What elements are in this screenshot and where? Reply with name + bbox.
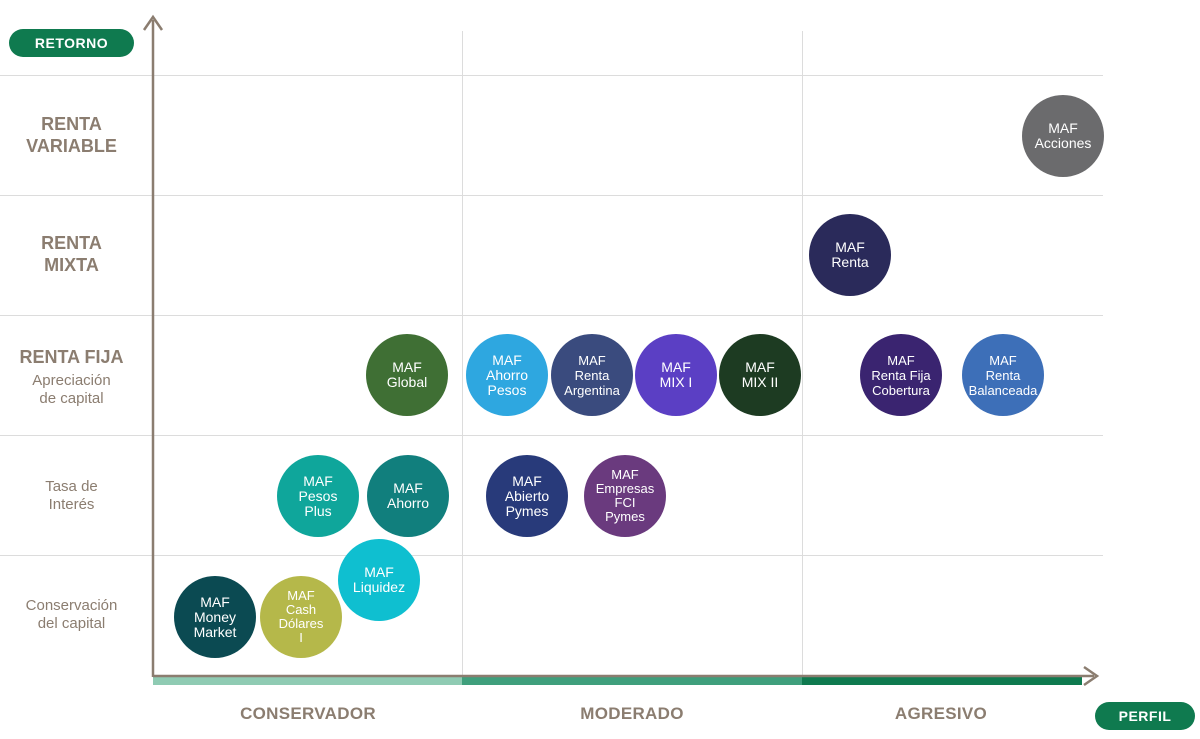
column-divider bbox=[462, 31, 463, 676]
profile-bar-conservador bbox=[153, 677, 462, 685]
perfil-axis-label: PERFIL bbox=[1095, 702, 1195, 730]
column-label-agresivo: AGRESIVO bbox=[894, 704, 988, 723]
grid-line bbox=[0, 435, 1103, 436]
column-label-conservador: CONSERVADOR bbox=[240, 704, 376, 723]
fund-maf-ahorro-pesos: MAF Ahorro Pesos bbox=[466, 334, 548, 416]
fund-maf-acciones: MAF Acciones bbox=[1022, 95, 1104, 177]
fund-maf-global: MAF Global bbox=[366, 334, 448, 416]
row-label-renta-fija: RENTA FIJA Apreciación de capital bbox=[19, 347, 124, 407]
row-label-renta-variable: RENTA VARIABLE bbox=[26, 114, 117, 156]
profile-bar-agresivo bbox=[802, 677, 1082, 685]
fund-maf-mix-i: MAF MIX I bbox=[635, 334, 717, 416]
fund-maf-renta-fija-cobertura: MAF Renta Fija Cobertura bbox=[860, 334, 942, 416]
fund-maf-liquidez: MAF Liquidez bbox=[338, 539, 420, 621]
fund-maf-empresas-fci-pymes: MAF Empresas FCI Pymes bbox=[584, 455, 666, 537]
fund-maf-abierto-pymes: MAF Abierto Pymes bbox=[486, 455, 568, 537]
fund-maf-pesos-plus: MAF Pesos Plus bbox=[277, 455, 359, 537]
grid-line bbox=[0, 555, 1103, 556]
fund-maf-cash-dolares-i: MAF Cash Dólares I bbox=[260, 576, 342, 658]
retorno-axis-label: RETORNO bbox=[9, 29, 134, 57]
profile-bar-moderado bbox=[462, 677, 802, 685]
column-divider bbox=[802, 31, 803, 676]
grid-line bbox=[0, 315, 1103, 316]
fund-maf-renta-argentina: MAF Renta Argentina bbox=[551, 334, 633, 416]
row-label-renta-mixta: RENTA MIXTA bbox=[41, 233, 102, 275]
row-label-conservacion-capital: Conservación del capital bbox=[25, 597, 118, 632]
fund-maf-renta: MAF Renta bbox=[809, 214, 891, 296]
fund-maf-ahorro: MAF Ahorro bbox=[367, 455, 449, 537]
grid-line bbox=[0, 75, 1103, 76]
row-label-tasa-interes: Tasa de Interés bbox=[45, 478, 98, 513]
fund-maf-mix-ii: MAF MIX II bbox=[719, 334, 801, 416]
column-label-moderado: MODERADO bbox=[580, 704, 684, 723]
fund-maf-money-market: MAF Money Market bbox=[174, 576, 256, 658]
grid-line bbox=[0, 195, 1103, 196]
fund-maf-renta-balanceada: MAF Renta Balanceada bbox=[962, 334, 1044, 416]
